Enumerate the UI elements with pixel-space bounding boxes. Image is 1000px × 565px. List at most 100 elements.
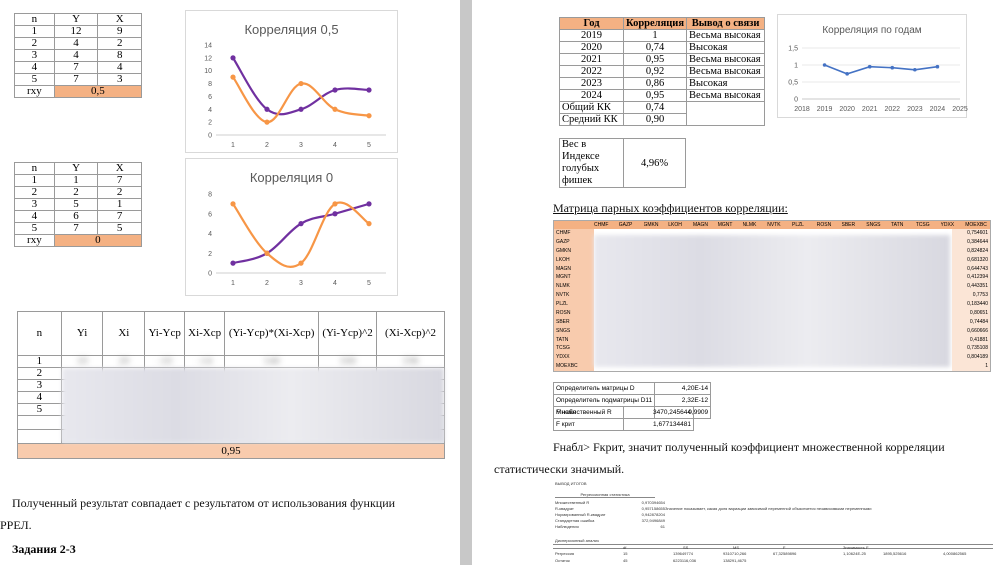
y-tick-label: 1 (794, 63, 798, 70)
matrix-row-label: GAZP (556, 238, 570, 245)
data-point (264, 119, 270, 125)
avg-value: 0,90 (622, 113, 688, 126)
header-year: Год (559, 17, 624, 30)
cell: 2 (97, 37, 142, 50)
rxy-value: 0 (53, 234, 143, 247)
x-tick-label: 2025 (952, 106, 968, 113)
series-line (232, 202, 370, 265)
y-tick-label: 12 (204, 55, 212, 62)
matrix-col-label: NLMK (742, 222, 757, 228)
table-header-row: n Y X (14, 162, 142, 175)
matrix-col-label: LKOH (668, 222, 682, 228)
conclusion-line1: Fнабл> Fкрит, значит полученный коэффици… (553, 440, 945, 454)
rxy-row: rxy 0,5 (14, 85, 143, 98)
cell: 3 (14, 49, 55, 62)
chart-plot: 0 0,5 1 1,5 2018 2019 2020 2021 2022 2023 2024 2025 (788, 46, 968, 114)
data-point (867, 64, 872, 69)
matrix-col-label: GMKN (643, 222, 659, 228)
cell: 1 (14, 174, 55, 187)
regression-value: 0,957158655 (641, 506, 665, 511)
x-tick-label: 1 (231, 280, 235, 287)
table-row: F набл 3470,245644 (553, 406, 694, 419)
regression-row: Множественный R 0,970394654 (555, 500, 665, 506)
anova-cell: 6223116,036 (673, 558, 697, 563)
cell: 4 (97, 61, 142, 74)
correlation-matrix: CHMF GAZP GMKN LKOH MAGN MGNT NLMK NVTK PLZL ROSN… (553, 220, 991, 372)
cell: Весьма высокая (686, 65, 766, 78)
anova-header-cell: MS (733, 545, 739, 550)
regression-row: Наблюдения 61 (555, 524, 665, 530)
cell: 1 (17, 355, 62, 368)
data-point (935, 64, 940, 69)
x-tick-label: 4 (333, 280, 337, 287)
x-tick-label: 3 (299, 142, 303, 149)
matrix-value: 0,824824 (967, 247, 988, 254)
anova-cell: 15 (623, 551, 628, 556)
regression-title: ВЫВОД ИТОГОВ (555, 481, 587, 486)
regression-row: R-квадрат 0,957158655 (555, 506, 665, 512)
table-row: F крит 1,677134481 (553, 418, 694, 431)
cell: 7 (53, 222, 99, 235)
matrix-col-label: SBER (841, 222, 856, 228)
matrix-row-label: MAGN (556, 265, 571, 272)
matrix-value: 0,7753 (972, 292, 988, 299)
det-value: 4,20E-14 (654, 382, 712, 395)
matrix-row-label: GMKN (556, 247, 571, 254)
matrix-col-label: MAGN (693, 222, 708, 228)
matrix-value: 0,681320 (967, 256, 988, 263)
regression-note: Значение показывает, какая доля вариации… (665, 506, 872, 511)
matrix-col-label: MOEXBC (965, 222, 987, 228)
matrix-value: 0,41881 (969, 336, 988, 343)
cell: 12 (53, 25, 99, 38)
regression-value: 372,9496849 (641, 518, 665, 523)
matrix-col-label: SNGS (866, 222, 881, 228)
cell: 8 (97, 49, 142, 62)
y-tick-label: 6 (208, 94, 212, 101)
cell: 1 (622, 29, 688, 42)
cell: 1 (14, 25, 55, 38)
data-point (230, 260, 236, 266)
table-row: 2024 0,95 Весьма высокая (559, 89, 766, 102)
cell (686, 101, 766, 126)
anova-row: Остаток 45 6223116,036 138291,4675 (553, 558, 993, 563)
table-row: 2021 0,95 Весьма высокая (559, 53, 766, 66)
matrix-row-label: NVTK (556, 292, 570, 299)
matrix-col-label: YDXX (940, 222, 955, 228)
chart-title: Корреляция 0,5 (244, 22, 339, 37)
f-value: 3470,245644 (623, 406, 694, 419)
x-tick-label: 2024 (930, 106, 946, 113)
cell: -14 (184, 355, 226, 368)
y-tick-label: 6 (208, 211, 212, 218)
anova-header-cell: SS (683, 545, 689, 550)
header-y-sq: (Yi-Ycp)^2 (318, 311, 378, 356)
regression-row: Нормированный R-квадрат 0,942878204 (555, 512, 665, 518)
matrix-row-label: PLZL (556, 301, 568, 307)
anova-cell: 4,000862565 (943, 551, 967, 556)
cell: 20 (102, 355, 146, 368)
matrix-value: 0,412394 (967, 274, 988, 281)
data-point (298, 221, 304, 227)
data-point (822, 63, 827, 67)
cell: 3 (97, 73, 142, 86)
matrix-col-label: PLZL (792, 222, 804, 228)
header-product: (Yi-Ycp)*(Xi-Xcp) (224, 311, 320, 356)
anova-cell: 67,32589896 (773, 551, 797, 556)
cell: Высокая (686, 41, 766, 54)
matrix-row-label: TATN (556, 336, 569, 343)
weight-value: 4,96% (623, 138, 686, 188)
cell: Весьма высокая (686, 89, 766, 102)
matrix-row-label: CHMF (556, 230, 571, 236)
header-conclusion: Вывод о связи (686, 17, 766, 30)
table-row: Определитель матрицы D 4,20E-14 (552, 382, 712, 395)
matrix-col-label: TATN (891, 222, 904, 228)
header-yi: Yi (60, 311, 104, 356)
cell: 2 (97, 186, 142, 199)
cell: 4 (53, 49, 99, 62)
table-row: 2023 0,86 Высокая (559, 77, 766, 90)
rxy-value: 0,5 (53, 85, 143, 98)
matrix-col-label: NVTK (767, 222, 781, 228)
